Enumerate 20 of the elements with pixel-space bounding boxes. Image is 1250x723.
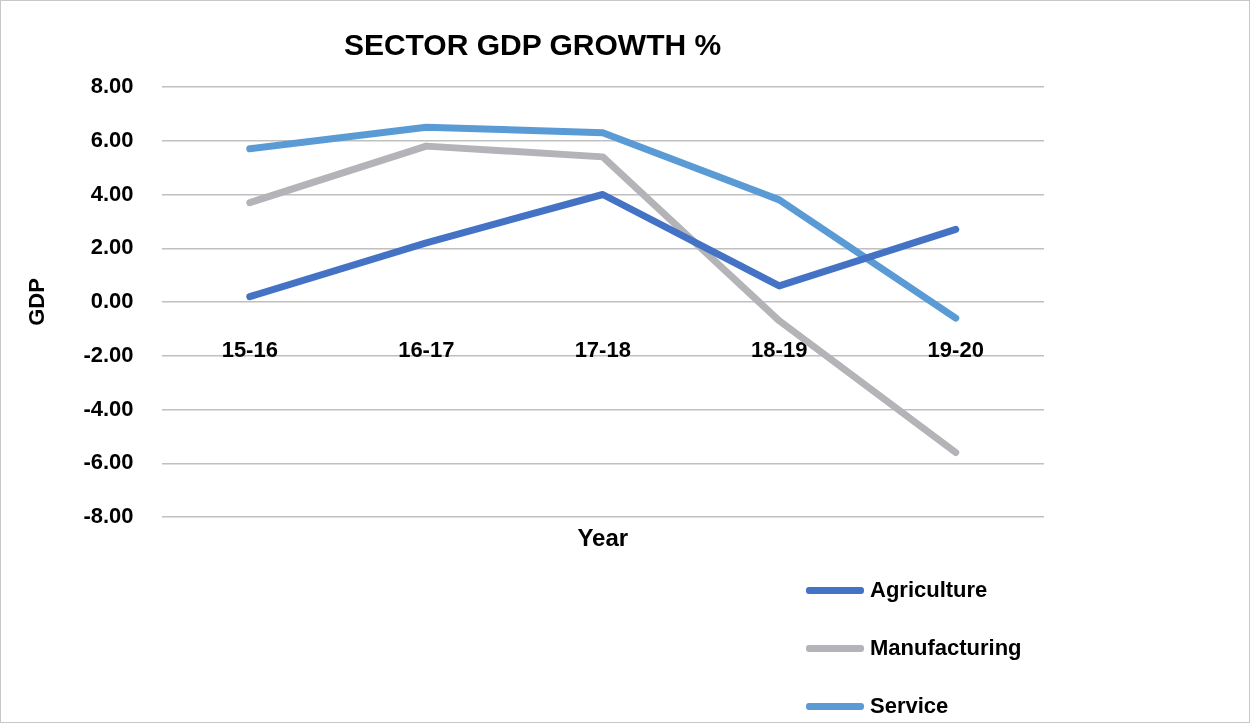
y-tick-label: -4.00 bbox=[83, 395, 134, 421]
y-tick-label: -2.00 bbox=[83, 341, 134, 367]
y-tick-label: -6.00 bbox=[83, 449, 134, 475]
y-tick-label: 0.00 bbox=[90, 288, 134, 314]
x-tick-label: 16-17 bbox=[398, 337, 455, 363]
x-tick-label: 15-16 bbox=[221, 337, 278, 363]
chart-title: SECTOR GDP GROWTH % bbox=[343, 28, 722, 62]
x-tick-label: 18-19 bbox=[751, 337, 808, 363]
x-tick-label: 17-18 bbox=[574, 337, 631, 363]
x-tick-label: 19-20 bbox=[927, 337, 984, 363]
y-tick-label: -8.00 bbox=[83, 503, 134, 529]
legend-label: Agriculture bbox=[870, 577, 988, 603]
legend-label: Manufacturing bbox=[870, 635, 1022, 661]
x-axis-title: Year bbox=[577, 523, 629, 551]
y-axis-title: GDP bbox=[24, 278, 50, 326]
y-tick-label: 6.00 bbox=[90, 126, 134, 152]
legend-label: Service bbox=[870, 693, 949, 719]
y-tick-label: 8.00 bbox=[90, 73, 134, 99]
y-tick-label: 2.00 bbox=[90, 234, 134, 260]
y-tick-label: 4.00 bbox=[90, 180, 134, 206]
